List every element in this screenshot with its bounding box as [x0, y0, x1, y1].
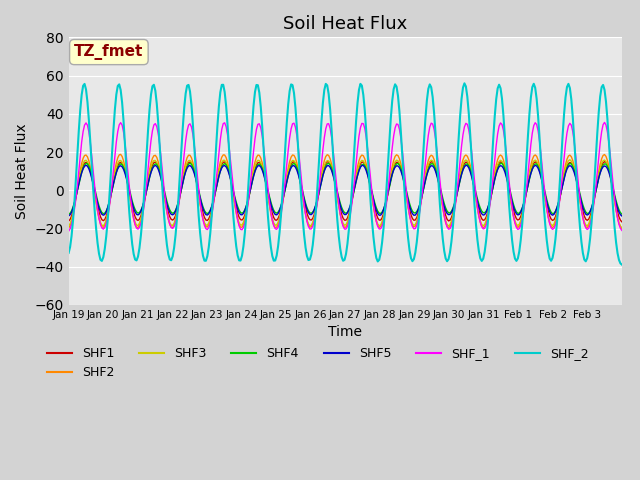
- SHF1: [349, 192, 357, 197]
- SHF_1: [101, 225, 109, 230]
- SHF2: [615, 220, 623, 226]
- Line: SHF_2: SHF_2: [68, 84, 622, 264]
- SHF3: [615, 219, 623, 225]
- SHF_1: [459, 132, 467, 138]
- SHF_1: [65, 228, 72, 234]
- SHF1: [459, 164, 467, 170]
- SHF4: [461, 163, 468, 169]
- SHF_2: [543, 238, 550, 243]
- SHF3: [618, 225, 626, 231]
- SHF1: [615, 214, 623, 220]
- SHF5: [102, 209, 110, 215]
- SHF_2: [459, 85, 467, 91]
- SHF2: [117, 152, 125, 157]
- SHF_1: [615, 221, 623, 227]
- SHF1: [618, 219, 626, 225]
- SHF_1: [541, 194, 549, 200]
- SHF_2: [349, 164, 357, 170]
- Line: SHF3: SHF3: [68, 160, 622, 228]
- Title: Soil Heat Flux: Soil Heat Flux: [283, 15, 408, 33]
- X-axis label: Time: Time: [328, 325, 362, 339]
- SHF2: [65, 225, 72, 231]
- SHF_2: [615, 257, 623, 263]
- SHF_1: [84, 122, 92, 128]
- Line: SHF4: SHF4: [68, 163, 622, 215]
- SHF4: [186, 160, 194, 166]
- SHF5: [461, 164, 468, 170]
- SHF5: [615, 209, 623, 215]
- SHF4: [618, 211, 626, 217]
- SHF_2: [84, 99, 92, 105]
- SHF1: [541, 194, 549, 200]
- SHF5: [65, 213, 72, 219]
- SHF5: [351, 184, 358, 190]
- SHF4: [351, 185, 358, 191]
- Line: SHF_1: SHF_1: [68, 122, 622, 231]
- SHF3: [84, 159, 92, 165]
- SHF3: [101, 221, 109, 227]
- Legend: SHF1, SHF2, SHF3, SHF4, SHF5, SHF_1, SHF_2: SHF1, SHF2, SHF3, SHF4, SHF5, SHF_1, SHF…: [42, 342, 593, 384]
- SHF4: [65, 212, 72, 217]
- SHF3: [459, 161, 467, 167]
- SHF4: [543, 197, 550, 203]
- SHF1: [601, 159, 609, 165]
- SHF3: [566, 157, 573, 163]
- SHF_1: [349, 190, 357, 196]
- SHF5: [85, 166, 93, 172]
- SHF5: [543, 199, 550, 205]
- SHF2: [84, 154, 92, 160]
- Text: TZ_fmet: TZ_fmet: [74, 44, 143, 60]
- SHF3: [349, 190, 357, 196]
- SHF_1: [601, 120, 609, 125]
- SHF1: [65, 218, 72, 224]
- Line: SHF2: SHF2: [68, 155, 622, 228]
- SHF_2: [101, 246, 109, 252]
- Line: SHF5: SHF5: [68, 165, 622, 216]
- SHF2: [618, 226, 626, 231]
- SHF2: [461, 153, 468, 159]
- SHF_2: [618, 262, 626, 267]
- SHF3: [65, 223, 72, 229]
- SHF1: [101, 216, 109, 222]
- SHF4: [101, 210, 109, 216]
- SHF3: [541, 198, 549, 204]
- SHF_2: [461, 81, 468, 86]
- SHF4: [84, 161, 92, 167]
- SHF2: [543, 207, 550, 213]
- Line: SHF1: SHF1: [68, 162, 622, 222]
- SHF1: [84, 161, 92, 167]
- SHF2: [351, 180, 358, 186]
- SHF_2: [65, 250, 72, 256]
- SHF2: [101, 222, 109, 228]
- SHF5: [82, 162, 90, 168]
- Y-axis label: Soil Heat Flux: Soil Heat Flux: [15, 123, 29, 219]
- SHF5: [618, 213, 626, 219]
- SHF4: [615, 207, 623, 213]
- SHF_1: [618, 228, 626, 233]
